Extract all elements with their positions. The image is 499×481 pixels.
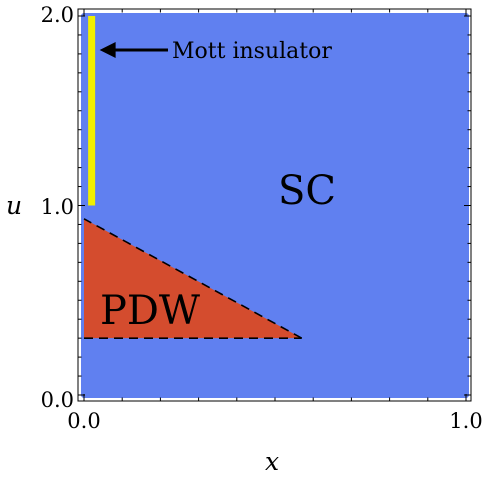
y-tick-label-1: 1.0 — [41, 195, 74, 219]
x-tick-label-1: 1.0 — [449, 409, 482, 433]
mott-insulator-arrow — [99, 42, 168, 58]
arrow-head — [99, 42, 116, 58]
y-axis-label: u — [6, 191, 22, 220]
x-axis-label: x — [265, 447, 279, 476]
ticks-layer — [78, 9, 471, 401]
pdw-region-label: PDW — [100, 288, 200, 334]
mott-insulator-label: Mott insulator — [172, 39, 332, 64]
pdw-boundary-1 — [83, 218, 303, 339]
sc-region-label: SC — [278, 168, 336, 214]
y-tick-label-2: 2.0 — [41, 3, 74, 27]
regions-layer — [81, 13, 469, 398]
x-tick-label-0: 0.0 — [67, 409, 100, 433]
y-tick-label-0: 0.0 — [41, 388, 74, 412]
